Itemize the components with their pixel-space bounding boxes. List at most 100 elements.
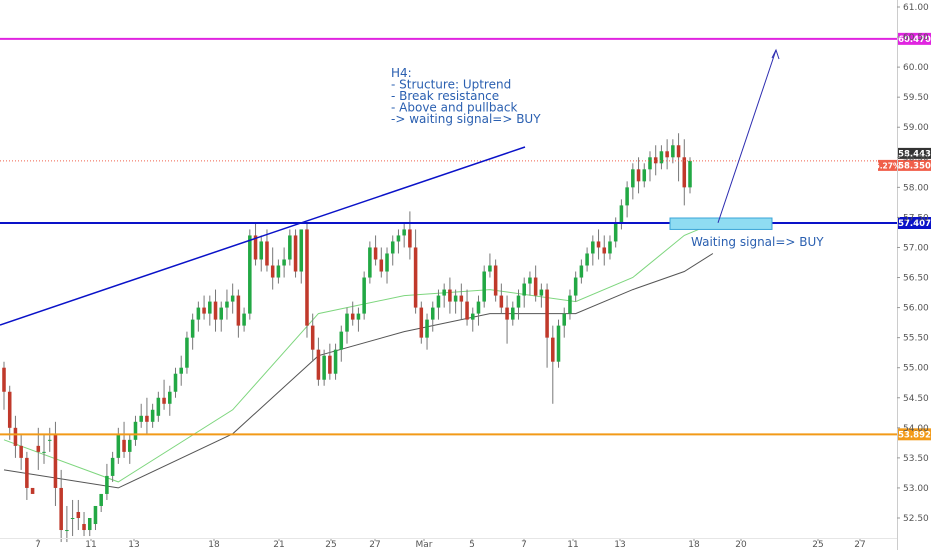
level-badge-label: 57.407 [898, 219, 931, 229]
candle-body [511, 307, 515, 320]
y-tick-label: 60.00 [903, 63, 929, 73]
candle [465, 289, 469, 326]
candle [419, 301, 424, 344]
candle-body [162, 397, 166, 404]
candle-body [82, 524, 86, 531]
candle-body [659, 151, 664, 164]
candle [682, 139, 687, 206]
candle-body [322, 355, 326, 380]
candle [259, 235, 264, 272]
candle-body [585, 253, 589, 266]
candle-body [139, 415, 143, 422]
candle-body [419, 307, 424, 338]
candle [562, 307, 567, 338]
candle [368, 241, 372, 284]
candle-body [42, 451, 46, 453]
h4-line: - Break resistance [391, 89, 499, 103]
candle [676, 133, 681, 182]
candle [70, 499, 75, 537]
candle-body [562, 313, 567, 326]
candle [390, 235, 395, 266]
level-badge [898, 217, 931, 230]
candle-body [493, 265, 498, 296]
candle-body [248, 235, 252, 314]
y-tick-label: 59.50 [903, 93, 929, 103]
x-tick-label: 20 [735, 540, 747, 550]
candle-body [676, 145, 681, 158]
candle [539, 283, 544, 308]
candle [219, 301, 224, 332]
candle [122, 421, 126, 458]
candle [585, 247, 589, 272]
x-tick-label: 25 [812, 540, 823, 550]
candle [225, 289, 229, 320]
candle-body [276, 265, 281, 278]
candle-body [282, 259, 286, 266]
candle-body [173, 373, 178, 392]
candle [19, 433, 23, 470]
candle-body [305, 229, 309, 326]
target-arrow [717, 49, 777, 223]
y-tick-label: 58.00 [903, 183, 929, 193]
candle-body [7, 391, 12, 428]
candle-body [116, 433, 121, 458]
h4-annotation: H4: - Structure: Uptrend - Break resistanc… [391, 66, 541, 126]
candle-body [671, 145, 675, 158]
ema-slow-line [3, 253, 714, 489]
candle [511, 301, 515, 326]
target-arrow-head [771, 48, 780, 60]
candle-body [339, 331, 344, 350]
candle [505, 295, 509, 344]
candle-body [25, 457, 29, 488]
x-tick-label: 21 [273, 540, 284, 550]
candle [299, 229, 304, 284]
h4-line: - Above and pullback [391, 101, 517, 115]
candle-body [202, 307, 206, 314]
price-badge-label: 58.350 [898, 161, 931, 171]
candle [402, 223, 406, 248]
x-tick-label: 11 [85, 540, 96, 550]
candle [230, 283, 235, 314]
candle-body [368, 247, 372, 278]
candle-body [53, 433, 58, 488]
candle-body [350, 313, 355, 320]
candle [248, 229, 252, 320]
candle-body [465, 301, 469, 320]
candle-body [156, 397, 161, 416]
level-badge-label: 60.470 [898, 35, 931, 45]
candle [350, 301, 355, 326]
candle [110, 451, 115, 482]
change-badge-label: 6.27% [874, 161, 901, 170]
candle [333, 343, 338, 380]
h4-line: -> waiting signal=> BUY [391, 112, 541, 126]
price-badge [898, 159, 931, 171]
candle [556, 319, 561, 368]
candle [396, 229, 401, 254]
candle [516, 289, 521, 320]
candle [53, 421, 58, 506]
candle [642, 163, 647, 188]
candle-body [379, 259, 384, 272]
candle-body [642, 169, 647, 182]
candle [150, 403, 155, 428]
candle [173, 367, 178, 398]
candle [579, 259, 584, 284]
candle-body [59, 487, 63, 531]
candle [608, 235, 612, 260]
candle [76, 499, 81, 531]
candle [328, 343, 332, 380]
candle [436, 289, 441, 320]
candle [196, 301, 201, 332]
candle [636, 157, 641, 194]
y-tick-label: 53.00 [903, 484, 929, 494]
candle-body [636, 169, 641, 182]
x-tick-label: 18 [688, 540, 700, 550]
candle-body [87, 518, 92, 531]
level-badge [898, 32, 931, 45]
candle [528, 271, 532, 296]
candle [42, 433, 46, 464]
candle [82, 511, 86, 537]
x-tick-label: 5 [469, 540, 475, 550]
